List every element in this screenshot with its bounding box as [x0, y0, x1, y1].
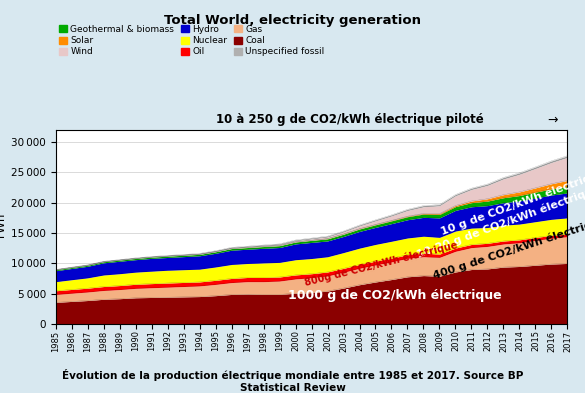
- Text: 800g de CO2/kWh électrique: 800g de CO2/kWh électrique: [304, 239, 459, 288]
- Text: 1000 g de CO2/kWh électrique: 1000 g de CO2/kWh électrique: [287, 289, 501, 302]
- Legend: Geothermal & biomass, Solar, Wind, Hydro, Nuclear, Oil, Gas, Coal, Unspecified f: Geothermal & biomass, Solar, Wind, Hydro…: [55, 21, 328, 60]
- Text: 10 g de CO2/kWh électrique: 10 g de CO2/kWh électrique: [439, 168, 585, 237]
- Y-axis label: TWh: TWh: [0, 214, 8, 240]
- Text: 10-20 g de CO2/kWh électrique: 10-20 g de CO2/kWh électrique: [415, 184, 585, 260]
- Text: Évolution de la production électrique mondiale entre 1985 et 2017. Source BP
Sta: Évolution de la production électrique mo…: [62, 369, 523, 393]
- Text: →: →: [547, 113, 558, 127]
- Text: Total World, electricity generation: Total World, electricity generation: [164, 14, 421, 27]
- Text: 400 g de CO2/kWh électrique: 400 g de CO2/kWh électrique: [432, 215, 585, 281]
- Text: 10 à 250 g de CO2/kWh électrique piloté: 10 à 250 g de CO2/kWh électrique piloté: [216, 113, 484, 127]
